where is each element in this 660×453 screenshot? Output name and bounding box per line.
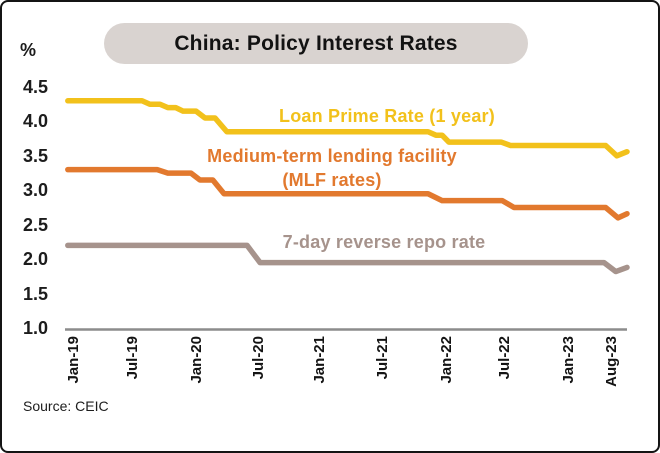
y-tick-4.0: 4.0 [22, 111, 48, 132]
series-label-mlf: Medium-term lending facility (MLF rates) [180, 144, 484, 192]
y-tick-1.0: 1.0 [22, 318, 48, 338]
series-label-loan-prime-rate: Loan Prime Rate (1 year) [279, 106, 495, 126]
x-tick-Jul-20: Jul-20 [249, 336, 267, 380]
x-tick-Jan-20: Jan-20 [188, 336, 206, 384]
y-tick-4.5: 4.5 [22, 77, 48, 97]
x-tick-Jul-19: Jul-19 [124, 336, 141, 380]
y-tick-2.0: 2.0 [22, 249, 48, 270]
series-label-mlf-line1: Medium-term lending facility [207, 146, 457, 166]
series-label-reverse-repo: 7-day reverse repo rate [282, 232, 486, 252]
series-line-1 [65, 166, 630, 221]
chart-title: China: Policy Interest Rates [174, 31, 458, 55]
x-tick-Jan-22: Jan-22 [437, 336, 455, 384]
x-tick-Aug-23: Aug-23 [602, 336, 620, 387]
source-note: Source: CEIC [23, 398, 109, 414]
series-line-2 [65, 242, 630, 275]
x-tick-Jan-23: Jan-23 [560, 336, 578, 384]
series-line-0 [65, 98, 630, 159]
y-tick-3.5: 3.5 [22, 145, 48, 166]
y-tick-1.5: 1.5 [22, 283, 48, 304]
y-axis-unit-label: % [20, 40, 37, 60]
chart-title-pill: China: Policy Interest Rates [104, 23, 528, 64]
y-tick-2.5: 2.5 [22, 214, 48, 235]
x-tick-Jul-22: Jul-22 [496, 336, 514, 380]
x-tick-Jul-21: Jul-21 [374, 336, 392, 380]
y-tick-3.0: 3.0 [22, 180, 48, 201]
series-label-mlf-line2: (MLF rates) [282, 170, 382, 190]
x-tick-Jan-21: Jan-21 [311, 336, 329, 384]
